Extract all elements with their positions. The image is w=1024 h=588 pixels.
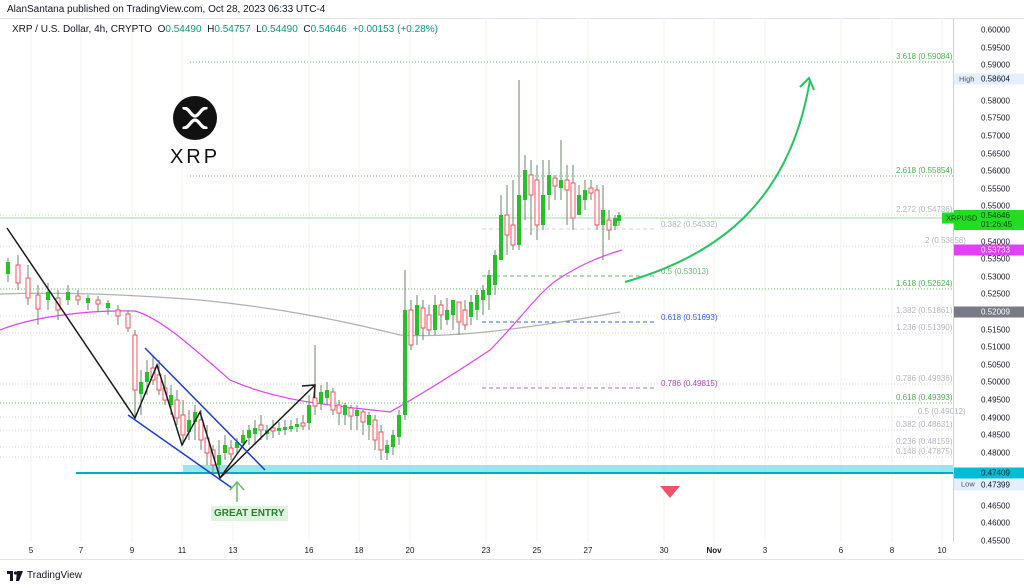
price-axis[interactable]: 0.60000 0.59500 0.59000 0.58000 0.57500 … [953, 18, 1024, 546]
breakout-arrowhead [301, 384, 316, 399]
low-label: Low [957, 478, 979, 490]
xrp-logo: XRP [163, 96, 227, 169]
tradingview-logo-icon [7, 570, 23, 581]
xrp-logo-text: XRP [169, 146, 221, 168]
tradingview-brand[interactable]: TradingView [7, 570, 82, 581]
low-value: 0.54490 [261, 24, 298, 35]
high-label: High [955, 73, 979, 85]
symbol-price-label: XRPUSD [942, 212, 982, 224]
ma-fast-price-tag: 0.53733 [954, 244, 1024, 256]
trend-lines [6, 227, 316, 480]
change-value: +0.00153 (+0.28%) [352, 24, 438, 35]
ma-slow-price-tag: 0.52009 [954, 306, 1024, 318]
forecast-arrow [624, 79, 811, 283]
open-value: 0.54490 [165, 24, 202, 35]
publisher-line: AlanSantana published on TradingView.com… [7, 4, 326, 15]
symbol-name: XRP / U.S. Dollar, 4h, CRYPTO [12, 24, 153, 35]
brand-name: TradingView [27, 570, 83, 581]
entry-arrow [229, 480, 245, 502]
ma-fast-line [0, 249, 623, 413]
ma-slow-line [0, 292, 621, 337]
xrp-logo-icon [173, 96, 217, 140]
chart-frame[interactable] [0, 18, 1024, 560]
symbol-legend: XRP / U.S. Dollar, 4h, CRYPTO O0.54490 H… [12, 24, 438, 35]
high-value: 0.54757 [214, 24, 251, 35]
falling-wedge [127, 347, 266, 489]
support-zone [183, 465, 953, 473]
chart-plot[interactable] [0, 0, 953, 542]
high-price-tag: 0.58604 [954, 73, 1024, 85]
close-value: 0.54646 [310, 24, 347, 35]
low-price-tag: 0.47399 [954, 479, 1024, 491]
support-price-tag: 0.47409 [954, 467, 1024, 479]
fib-retracement-lines [482, 228, 655, 389]
forecast-arrowhead [799, 76, 815, 91]
time-axis[interactable]: 5 7 9 11 13 16 18 20 23 25 27 30 Nov 3 6… [28, 546, 947, 555]
great-entry-label: GREAT ENTRY [211, 506, 288, 521]
bar-countdown: 01:26:45 [981, 220, 1013, 229]
grid-lines [30, 18, 943, 542]
breakout-arrow-line [219, 384, 316, 479]
sell-marker-triangle [660, 486, 680, 498]
downtrend-zigzag [6, 227, 248, 480]
candlesticks [6, 80, 621, 475]
fib-extension-lines [0, 61, 953, 458]
